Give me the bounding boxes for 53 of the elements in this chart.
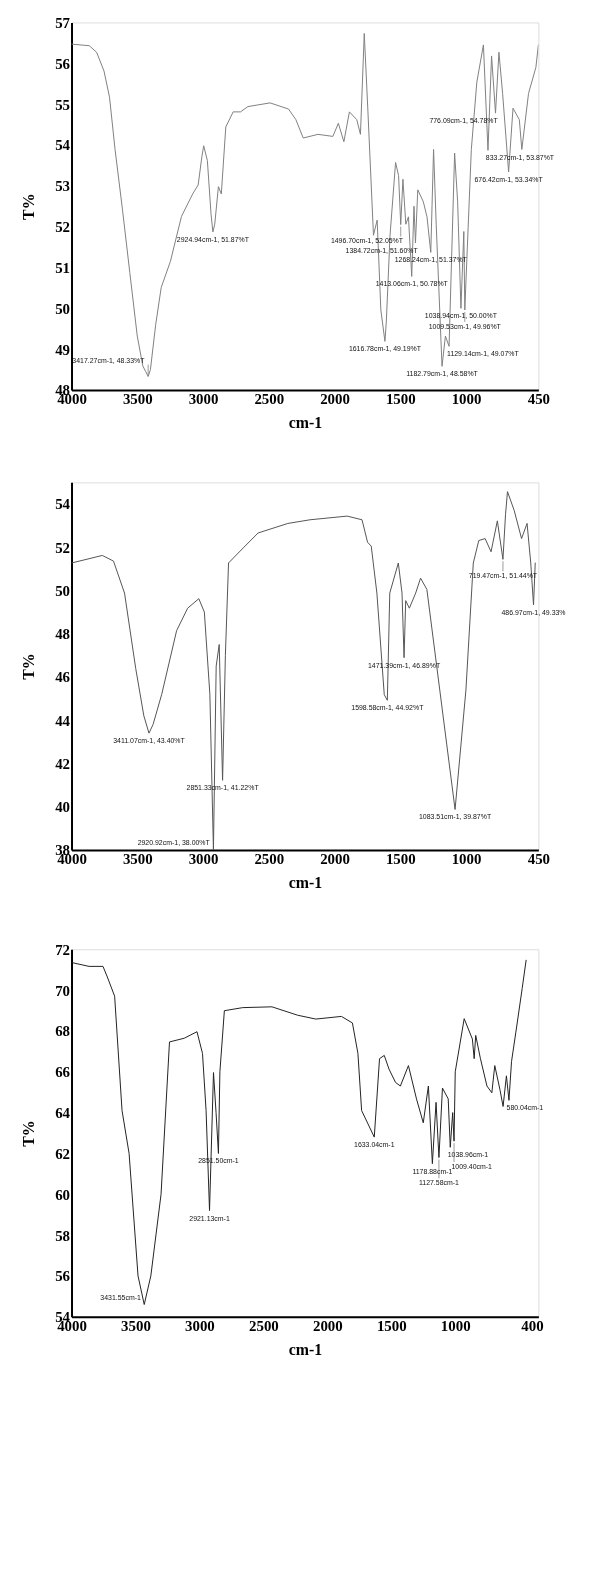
x-tick-label: 2000 xyxy=(312,1318,343,1335)
x-tick-label: 3500 xyxy=(122,851,153,868)
y-tick-label: 64 xyxy=(55,1105,71,1122)
x-tick-label: 2000 xyxy=(320,391,350,408)
x-tick-label: 2500 xyxy=(254,851,285,868)
x-tick-label: 3000 xyxy=(188,391,219,408)
y-tick-label: 40 xyxy=(55,799,71,816)
y-tick-label: 70 xyxy=(55,982,71,999)
y-tick-label: 52 xyxy=(55,539,71,556)
y-tick-label: 72 xyxy=(55,941,71,958)
y-tick-label: 52 xyxy=(55,219,71,236)
y-tick-label: 46 xyxy=(55,669,71,686)
x-tick-label: 2500 xyxy=(248,1318,279,1335)
y-axis-title: T% xyxy=(20,1120,38,1147)
y-tick-label: 58 xyxy=(55,1227,71,1244)
x-tick-label: 2500 xyxy=(254,391,285,408)
x-tick-label: 3500 xyxy=(122,391,153,408)
y-tick-label: 60 xyxy=(55,1186,71,1203)
y-tick-label: 42 xyxy=(55,755,71,772)
y-tick-label: 56 xyxy=(55,1268,71,1285)
y-tick-label: 51 xyxy=(55,259,71,276)
y-tick-label: 66 xyxy=(55,1064,71,1081)
x-axis-title: cm-1 xyxy=(288,1341,323,1359)
x-tick-label: 3500 xyxy=(121,1318,151,1335)
x-tick-label: 400 xyxy=(521,1318,544,1335)
x-tick-label: 1000 xyxy=(451,851,482,868)
x-tick-label: 1500 xyxy=(385,391,416,408)
y-tick-label: 50 xyxy=(55,300,71,317)
x-tick-label: 1000 xyxy=(440,1318,471,1335)
y-tick-label: 49 xyxy=(55,341,71,358)
x-tick-label: 1500 xyxy=(376,1318,407,1335)
x-tick-label: 1500 xyxy=(385,851,416,868)
y-tick-label: 54 xyxy=(55,137,71,154)
y-tick-label: 50 xyxy=(55,582,71,599)
x-tick-label: 2000 xyxy=(320,851,350,868)
y-tick-label: 53 xyxy=(55,178,71,195)
y-tick-label: 44 xyxy=(55,712,71,729)
y-tick-label: 48 xyxy=(55,626,71,643)
x-axis-title: cm-1 xyxy=(288,414,323,432)
y-tick-label: 57 xyxy=(55,14,71,31)
x-tick-label: 450 xyxy=(527,851,551,868)
x-axis-title: cm-1 xyxy=(288,874,323,892)
x-tick-label: 450 xyxy=(527,391,551,408)
x-tick-label: 3000 xyxy=(188,851,219,868)
y-tick-label: 56 xyxy=(55,55,71,72)
y-axis-title: T% xyxy=(20,193,38,220)
x-tick-label: 1000 xyxy=(451,391,482,408)
x-tick-label: 3000 xyxy=(185,1318,215,1335)
y-tick-label: 54 xyxy=(55,496,71,513)
y-tick-label: 55 xyxy=(55,96,71,113)
y-tick-label: 62 xyxy=(55,1145,71,1162)
y-axis-title: T% xyxy=(20,653,38,680)
y-tick-label: 68 xyxy=(55,1023,71,1040)
